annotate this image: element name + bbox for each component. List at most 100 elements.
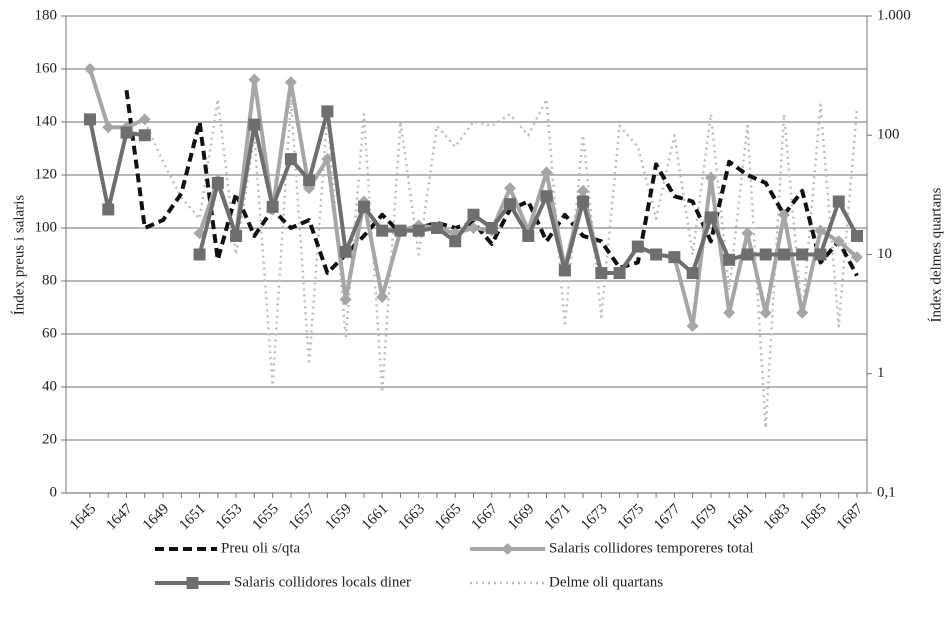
marker xyxy=(430,222,443,234)
marker xyxy=(84,113,96,126)
marker xyxy=(303,174,316,187)
marker xyxy=(522,229,535,242)
x-tick-label: 1657 xyxy=(286,501,319,534)
marker xyxy=(723,306,736,319)
y-tick-label: 0 xyxy=(50,484,58,500)
marker xyxy=(741,248,754,261)
marker xyxy=(686,267,699,280)
legend-label: Delme oli quartans xyxy=(549,574,663,590)
marker xyxy=(504,182,517,195)
marker xyxy=(759,248,772,261)
series-line xyxy=(124,89,859,277)
marker xyxy=(339,245,352,258)
marker xyxy=(501,543,514,555)
y2-tick-label: 1.000 xyxy=(877,7,911,23)
marker xyxy=(631,240,644,253)
x-tick-label: 1687 xyxy=(834,501,867,534)
marker xyxy=(394,224,407,237)
x-tick-label: 1671 xyxy=(542,501,575,534)
marker xyxy=(704,171,717,184)
x-tick-label: 1677 xyxy=(651,501,684,534)
marker xyxy=(138,129,151,142)
marker xyxy=(504,198,517,211)
y-tick-label: 20 xyxy=(42,431,57,447)
x-tick-label: 1661 xyxy=(359,501,392,534)
marker xyxy=(339,293,352,306)
marker xyxy=(102,203,115,216)
marker xyxy=(120,126,133,139)
marker xyxy=(266,200,279,213)
marker xyxy=(832,235,845,248)
marker xyxy=(186,577,199,589)
y2-axis-label: Índex delmes quartans xyxy=(927,187,944,322)
y2-tick-label: 1 xyxy=(877,365,885,381)
marker xyxy=(540,166,553,179)
series xyxy=(84,105,863,280)
marker xyxy=(613,267,626,280)
y-tick-label: 40 xyxy=(42,378,57,394)
legend-label: Salaris collidores locals diner xyxy=(234,574,411,590)
y-axis-label: Índex preus i salaris xyxy=(10,195,27,316)
marker xyxy=(851,229,863,242)
y-tick-label: 120 xyxy=(35,166,58,182)
x-tick-label: 1669 xyxy=(505,501,538,534)
marker xyxy=(467,208,480,221)
marker xyxy=(814,248,827,261)
marker xyxy=(357,200,370,213)
series xyxy=(124,89,859,277)
marker xyxy=(284,76,297,89)
x-tick-label: 1667 xyxy=(468,501,501,534)
y-tick-label: 180 xyxy=(35,7,58,23)
marker xyxy=(650,248,663,261)
y-tick-label: 160 xyxy=(35,60,58,76)
marker xyxy=(558,264,571,277)
marker xyxy=(248,118,261,131)
marker xyxy=(284,153,297,166)
marker xyxy=(412,224,425,237)
marker xyxy=(449,235,462,248)
series xyxy=(143,98,859,430)
marker xyxy=(686,320,699,333)
marker xyxy=(248,73,261,86)
y2-tick-label: 10 xyxy=(877,246,892,262)
marker xyxy=(376,290,389,303)
marker xyxy=(193,248,206,261)
legend-label: Preu oli s/qta xyxy=(221,540,301,556)
x-tick-label: 1651 xyxy=(176,501,209,534)
x-tick-label: 1649 xyxy=(140,501,173,534)
marker xyxy=(230,229,243,242)
marker xyxy=(668,251,681,264)
marker xyxy=(321,153,334,166)
x-tick-label: 1675 xyxy=(615,501,648,534)
marker xyxy=(485,222,498,234)
x-tick-label: 1655 xyxy=(249,501,282,534)
marker xyxy=(540,190,553,203)
x-tick-label: 1685 xyxy=(797,501,830,534)
y2-tick-label: 100 xyxy=(877,127,900,143)
marker xyxy=(759,306,772,319)
marker xyxy=(796,248,809,261)
series xyxy=(84,63,863,333)
x-tick-label: 1659 xyxy=(322,501,355,534)
marker xyxy=(777,208,790,221)
y2-tick-label: 0,1 xyxy=(877,484,896,500)
marker xyxy=(704,211,717,224)
y-tick-label: 80 xyxy=(42,272,57,288)
marker xyxy=(723,253,736,266)
x-tick-label: 1683 xyxy=(761,501,794,534)
x-tick-label: 1679 xyxy=(688,501,721,534)
marker xyxy=(832,195,845,208)
marker xyxy=(321,105,334,118)
y-tick-label: 140 xyxy=(35,113,58,129)
legend-label: Salaris collidores temporeres total xyxy=(549,540,754,556)
marker xyxy=(102,121,115,134)
series-line xyxy=(88,68,859,329)
x-tick-label: 1647 xyxy=(103,501,136,534)
y-tick-label: 100 xyxy=(35,219,58,235)
x-tick-label: 1645 xyxy=(67,501,100,534)
x-tick-label: 1665 xyxy=(432,501,465,534)
marker xyxy=(467,222,480,234)
marker xyxy=(138,113,151,126)
